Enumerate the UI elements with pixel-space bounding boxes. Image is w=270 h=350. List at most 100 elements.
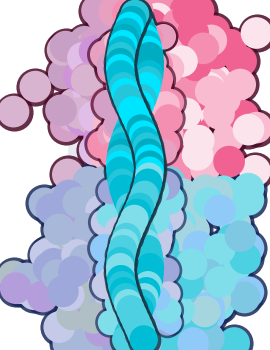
Point (139, 300, 144, 305)
Point (176, 47, 180, 52)
Point (129, 222, 134, 228)
Point (106, 244, 110, 250)
Point (114, 281, 119, 286)
Point (169, 233, 173, 239)
Point (126, 34, 130, 39)
Point (59, 199, 63, 204)
Point (55, 272, 59, 278)
Point (139, 228, 143, 234)
Point (134, 330, 139, 336)
Point (173, 174, 178, 180)
Point (253, 168, 257, 174)
Point (167, 94, 171, 100)
Point (166, 290, 170, 296)
Point (167, 143, 171, 148)
Point (156, 179, 161, 185)
Point (168, 161, 173, 167)
Point (42, 201, 47, 206)
Point (149, 25, 153, 30)
Point (87, 50, 91, 56)
Point (125, 90, 130, 96)
Point (90, 225, 94, 231)
Point (127, 179, 131, 185)
Point (94, 86, 98, 91)
Point (132, 22, 136, 28)
Point (101, 179, 105, 185)
Point (141, 161, 146, 167)
Point (133, 234, 138, 239)
Point (140, 301, 144, 306)
Point (120, 75, 125, 80)
Point (49, 206, 54, 212)
Point (137, 259, 141, 264)
Point (84, 78, 89, 83)
Point (148, 258, 153, 264)
Point (137, 79, 141, 85)
Point (148, 322, 152, 328)
Point (124, 181, 128, 187)
Point (106, 325, 110, 331)
Point (184, 111, 188, 116)
Point (130, 17, 134, 23)
Point (151, 147, 156, 153)
Point (174, 119, 178, 125)
Point (226, 135, 231, 140)
Point (150, 84, 154, 90)
Point (95, 62, 99, 67)
Point (254, 125, 259, 131)
Point (173, 54, 177, 60)
Point (127, 228, 131, 234)
Point (163, 140, 167, 146)
Point (217, 111, 221, 117)
Point (139, 126, 143, 131)
Point (148, 60, 152, 65)
Point (146, 122, 150, 128)
Point (125, 90, 130, 96)
Point (118, 89, 122, 95)
Point (126, 249, 131, 255)
Point (137, 307, 141, 312)
Point (132, 14, 136, 19)
Point (137, 268, 141, 273)
Point (207, 85, 211, 91)
Point (90, 301, 94, 307)
Point (162, 79, 166, 84)
Point (158, 93, 162, 99)
Point (180, 111, 184, 117)
Point (85, 113, 90, 119)
Point (119, 297, 123, 303)
Point (140, 96, 145, 101)
Point (134, 250, 138, 255)
Point (139, 332, 144, 338)
Point (134, 324, 139, 330)
Point (162, 154, 166, 160)
Point (134, 330, 139, 336)
Point (112, 116, 116, 122)
Point (114, 281, 119, 286)
Point (182, 321, 186, 327)
Point (129, 307, 133, 312)
Point (193, 63, 198, 68)
Point (132, 134, 137, 140)
Point (148, 65, 152, 71)
Point (129, 278, 133, 284)
Point (123, 50, 127, 56)
Point (102, 211, 106, 217)
Point (131, 8, 136, 13)
Point (159, 234, 164, 240)
Point (147, 191, 152, 197)
Point (144, 288, 148, 294)
Point (156, 16, 160, 21)
Point (105, 340, 110, 346)
Point (168, 161, 173, 167)
Point (136, 120, 140, 125)
Point (128, 102, 132, 107)
Point (155, 294, 159, 299)
Point (102, 52, 106, 57)
Point (121, 186, 126, 191)
Point (123, 267, 127, 273)
Point (129, 288, 134, 294)
Point (133, 70, 137, 76)
Point (104, 36, 108, 42)
Point (110, 258, 114, 264)
